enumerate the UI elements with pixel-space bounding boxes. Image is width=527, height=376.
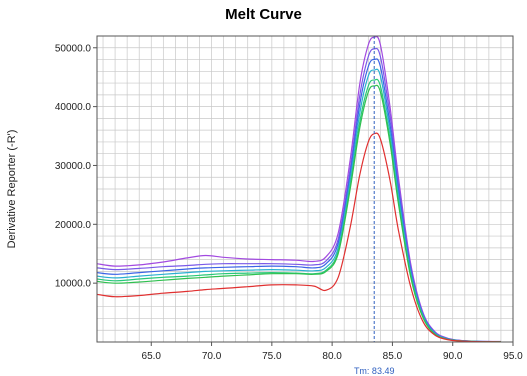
x-tick-label: 65.0: [142, 351, 162, 362]
y-tick-label: 40000.0: [55, 102, 92, 113]
y-tick-label: 30000.0: [55, 161, 92, 172]
x-tick-label: 85.0: [383, 351, 403, 362]
x-tick-label: 80.0: [322, 351, 342, 362]
y-tick-label: 50000.0: [55, 43, 92, 54]
y-axis-label: Derivative Reporter (-R'): [6, 130, 18, 249]
y-tick-label: 10000.0: [55, 279, 92, 290]
grid: [97, 35, 514, 342]
x-tick-label: 75.0: [262, 351, 282, 362]
tm-marker: Tm: 83.49: [354, 36, 395, 376]
x-tick-label: 90.0: [443, 351, 463, 362]
x-tick-label: 70.0: [202, 351, 222, 362]
tm-label: Tm: 83.49: [354, 366, 395, 376]
series-line-7: [96, 132, 501, 343]
series-line-6: [96, 84, 501, 343]
chart-title: Melt Curve: [225, 6, 302, 23]
series-lines: [96, 35, 501, 343]
y-tick-label: 20000.0: [55, 220, 92, 231]
plot-frame: [96, 35, 514, 343]
axis-ticks: 65.0 70.0 75.0 80.0 85.0 90.0 95.0 10000.0 20000…: [55, 43, 523, 362]
x-tick-label: 95.0: [503, 351, 523, 362]
